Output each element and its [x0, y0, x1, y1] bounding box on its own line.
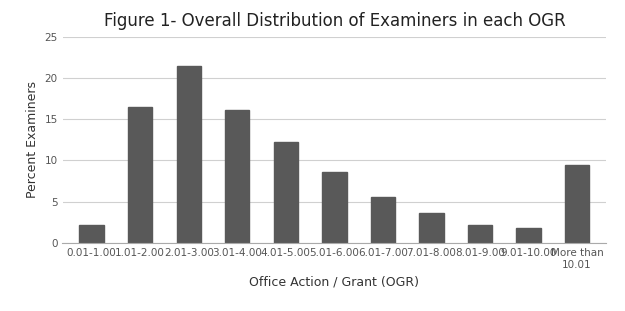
Bar — [371, 197, 395, 243]
Bar — [79, 225, 104, 243]
Bar — [565, 165, 589, 243]
X-axis label: Office Action / Grant (OGR): Office Action / Grant (OGR) — [249, 275, 419, 288]
Bar — [322, 172, 346, 243]
Bar — [274, 142, 298, 243]
Bar — [468, 225, 492, 243]
Bar — [516, 228, 541, 243]
Bar — [177, 66, 201, 243]
Bar — [225, 110, 249, 243]
Bar — [128, 107, 152, 243]
Title: Figure 1- Overall Distribution of Examiners in each OGR: Figure 1- Overall Distribution of Examin… — [104, 12, 565, 30]
Bar — [419, 213, 444, 243]
Y-axis label: Percent Examiners: Percent Examiners — [26, 81, 39, 198]
